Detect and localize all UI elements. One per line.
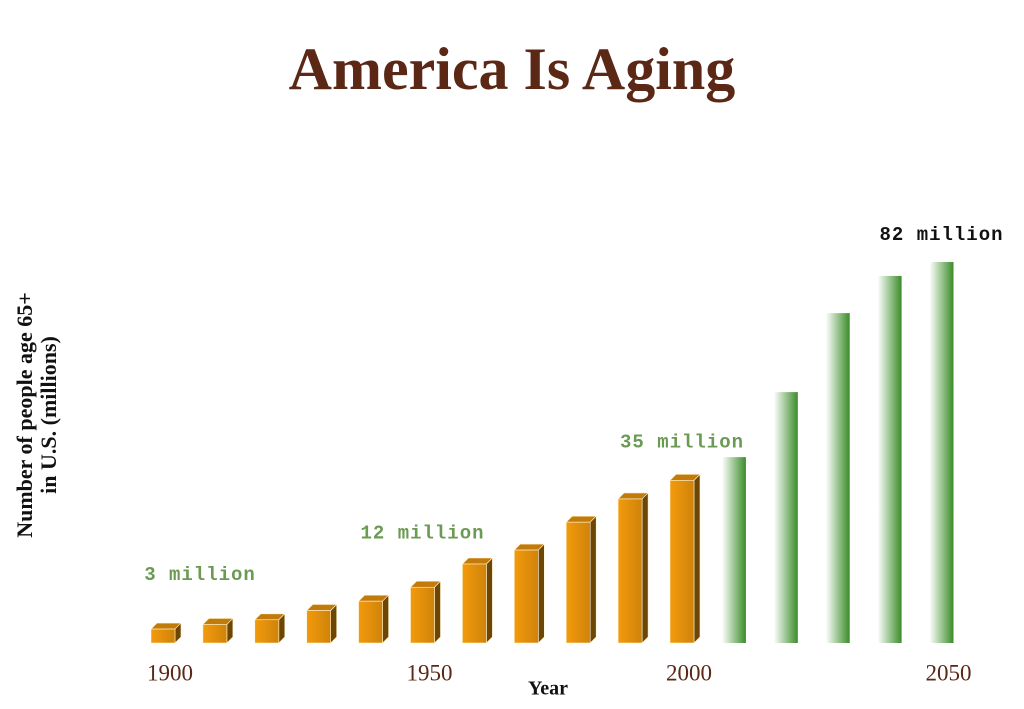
x-tick-label: 1900 <box>147 660 193 685</box>
bar <box>617 498 643 644</box>
x-tick-label: 2050 <box>926 660 972 685</box>
x-axis-label: Year <box>528 678 568 700</box>
bar-side <box>382 594 389 644</box>
bar-side <box>434 580 441 644</box>
bar <box>513 549 539 644</box>
bar-side <box>641 492 649 644</box>
value-label: 35 million <box>620 431 744 453</box>
bar-side <box>693 473 701 644</box>
bar <box>825 313 850 643</box>
bar <box>254 619 280 644</box>
bar-side <box>589 515 597 644</box>
bar <box>721 457 746 643</box>
bar-side <box>330 603 338 644</box>
value-label: 12 million <box>360 522 484 544</box>
bar <box>410 586 435 644</box>
bar <box>150 628 176 644</box>
bar <box>669 480 695 644</box>
bar-side <box>486 557 493 644</box>
bar <box>877 275 902 643</box>
value-label: 82 million <box>879 224 1003 246</box>
x-tick-label: 2000 <box>666 660 712 685</box>
bar <box>306 610 332 644</box>
value-label: 3 million <box>144 564 256 586</box>
bar <box>358 600 383 644</box>
bar <box>462 563 487 644</box>
y-axis-label: Number of people age 65+ <box>12 292 37 538</box>
bar <box>202 624 228 644</box>
y-axis-label: in U.S. (millions) <box>36 336 61 494</box>
bar <box>773 392 798 643</box>
chart-title: America Is Aging <box>289 36 736 102</box>
bar <box>929 262 954 643</box>
bar <box>565 521 591 644</box>
x-tick-label: 1950 <box>407 660 453 685</box>
bar-side <box>537 543 545 644</box>
